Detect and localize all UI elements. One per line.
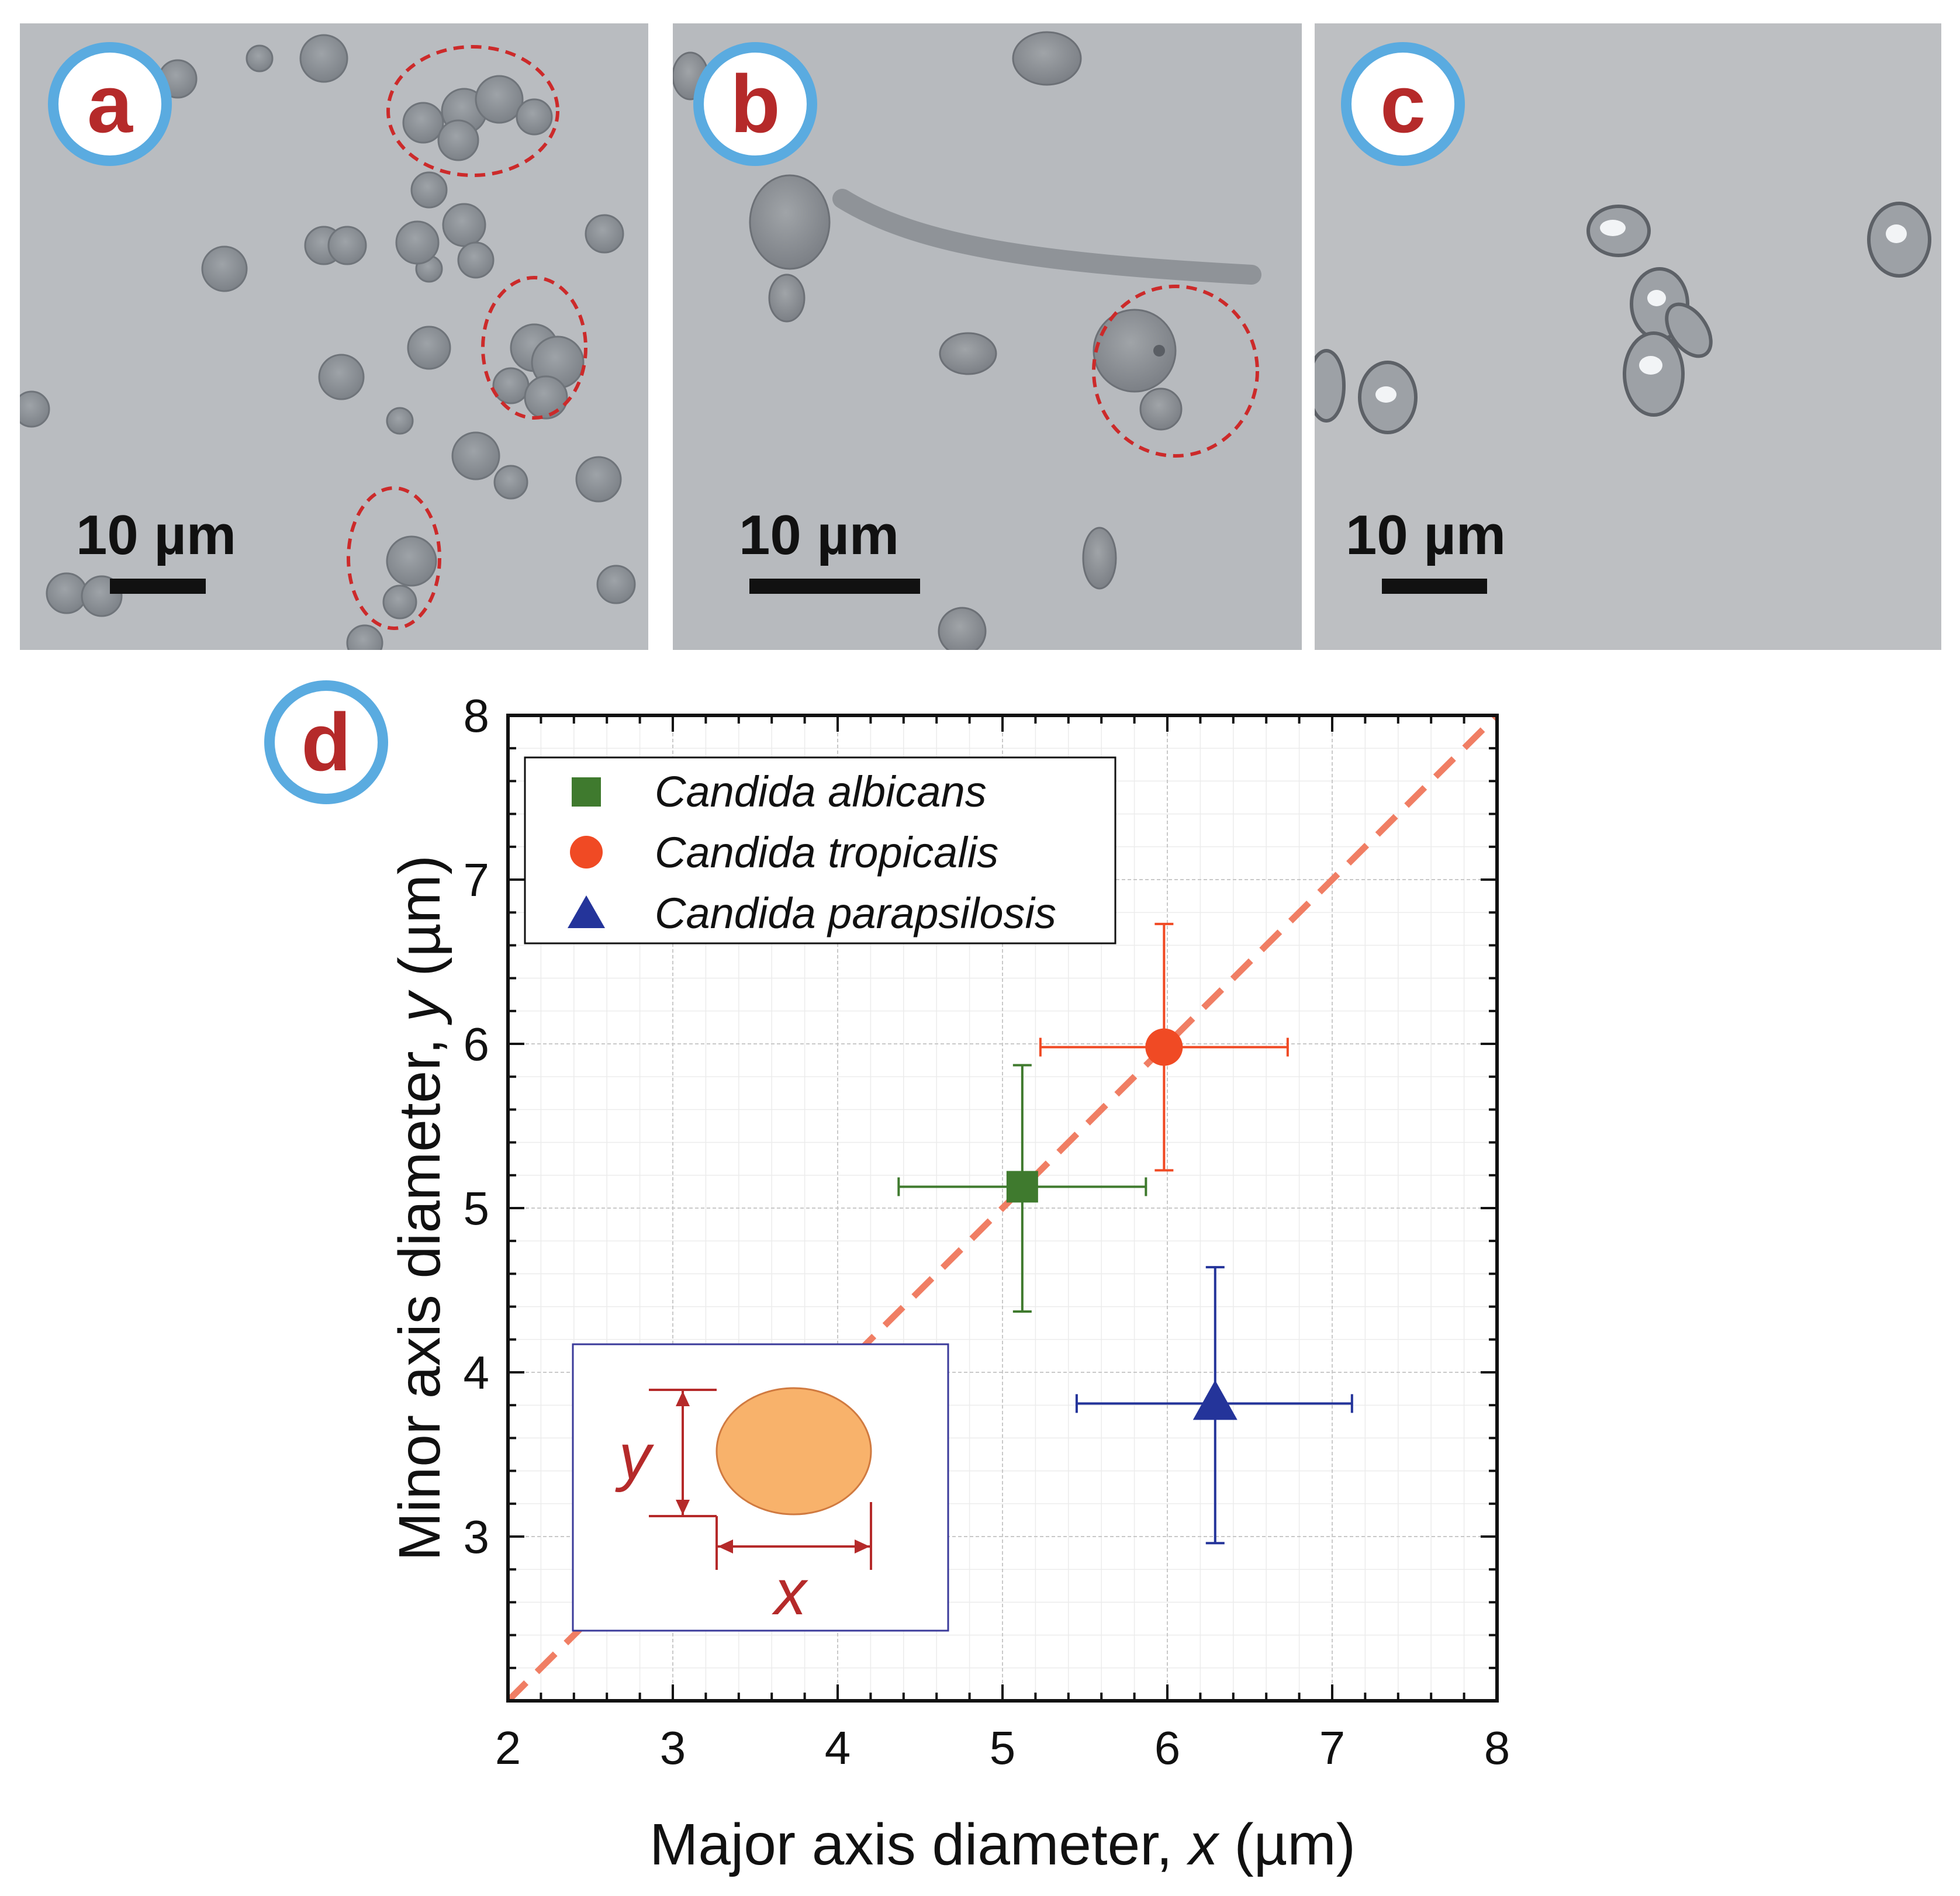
- x-tick-label: 3: [660, 1722, 686, 1774]
- x-tick-label: 2: [495, 1722, 521, 1774]
- legend-triangle-icon: [568, 895, 605, 928]
- x-tick-label: 8: [1484, 1722, 1510, 1774]
- legend-square-icon: [572, 777, 601, 807]
- data-series: [897, 922, 1353, 1545]
- legend-circle-icon: [570, 836, 603, 869]
- panel-d-label: d: [264, 680, 388, 804]
- scale-bar-label-b: 10 µm: [739, 504, 900, 566]
- cell-ellipse: [715, 1387, 872, 1516]
- inset-y-label: y: [615, 1421, 655, 1493]
- x-tick-label: 6: [1154, 1722, 1181, 1774]
- legend-box: [524, 756, 1116, 944]
- legend-tropicalis: Candida tropicalis: [655, 828, 998, 877]
- scale-bar-label-a: 10 µm: [76, 504, 237, 566]
- y-tick-label: 8: [464, 690, 490, 742]
- y-tick-label: 4: [464, 1347, 490, 1399]
- legend: Candida albicans Candida tropicalis Cand…: [524, 756, 1116, 944]
- scale-bar-c: [1382, 579, 1487, 594]
- y-tick-labels: 3 4 5 6 7 8: [464, 690, 490, 1563]
- micrograph-panel-b: [673, 23, 1302, 650]
- data-point-triangle: [1192, 1380, 1237, 1420]
- y-axis-title: Minor axis diameter, y (µm): [387, 855, 452, 1561]
- x-tick-label: 7: [1319, 1722, 1346, 1774]
- micrograph-b-image: [673, 23, 1302, 650]
- data-point-square: [1006, 1171, 1038, 1203]
- scale-bar-a: [110, 579, 206, 594]
- y-tick-label: 3: [464, 1511, 490, 1563]
- axis-ticks: [507, 714, 1498, 1702]
- plot-frame: [506, 714, 1499, 1703]
- inset-x-label: x: [772, 1556, 809, 1628]
- y-tick-label: 7: [464, 854, 490, 906]
- y-tick-label: 5: [464, 1182, 490, 1234]
- x-axis-title: Major axis diameter, x (µm): [649, 1812, 1356, 1877]
- size-inset: y x: [572, 1343, 949, 1632]
- scale-bar-b: [749, 579, 920, 594]
- scale-bar-label-c: 10 µm: [1346, 504, 1506, 566]
- reference-line: [508, 715, 1497, 1701]
- legend-albicans: Candida albicans: [655, 767, 987, 816]
- data-point-circle: [1145, 1028, 1183, 1066]
- legend-parapsilosis: Candida parapsilosis: [655, 889, 1056, 937]
- x-tick-label: 4: [825, 1722, 851, 1774]
- x-tick-labels: 2 3 4 5 6 7 8: [495, 1722, 1510, 1774]
- x-tick-label: 5: [990, 1722, 1016, 1774]
- y-tick-label: 6: [464, 1018, 490, 1070]
